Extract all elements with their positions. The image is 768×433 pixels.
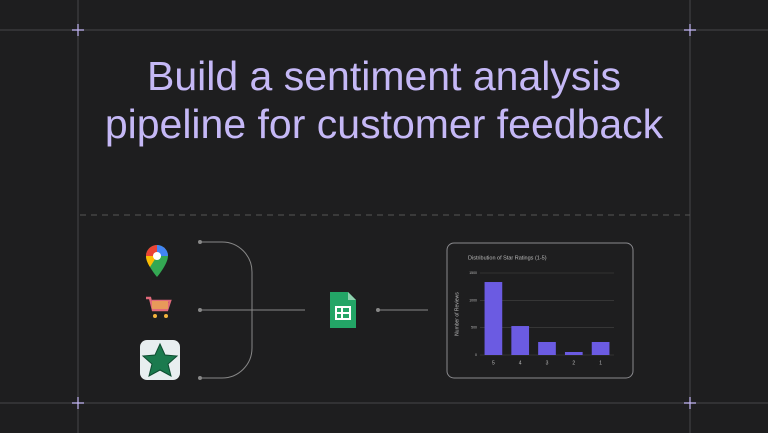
- x-tick-label: 2: [572, 360, 575, 366]
- cart-icon: [146, 296, 172, 318]
- bar: [564, 351, 583, 355]
- x-tick-label: 4: [519, 360, 522, 366]
- y-tick-label: 1500: [469, 271, 477, 275]
- bar: [484, 282, 503, 355]
- corner-marks: [72, 24, 696, 409]
- headline: Build a sentiment analysis pipeline for …: [104, 53, 664, 147]
- x-tick-label: 3: [546, 360, 549, 366]
- y-axis-label: Number of Reviews: [454, 292, 460, 336]
- connectors: [198, 240, 428, 380]
- bar: [511, 326, 530, 355]
- y-tick-label: 500: [471, 326, 477, 330]
- maps-icon: [146, 245, 168, 277]
- star-icon: [140, 340, 180, 380]
- x-tick-label: 5: [492, 360, 495, 366]
- y-tick-label: 1000: [469, 298, 477, 302]
- x-tick-label: 1: [599, 360, 602, 366]
- y-tick-label: 0: [475, 353, 477, 357]
- chart-title: Distribution of Star Ratings (1-5): [468, 255, 547, 261]
- sheets-icon: [330, 292, 356, 328]
- bar: [591, 341, 610, 355]
- chart-card: [446, 242, 634, 379]
- bar: [538, 341, 556, 355]
